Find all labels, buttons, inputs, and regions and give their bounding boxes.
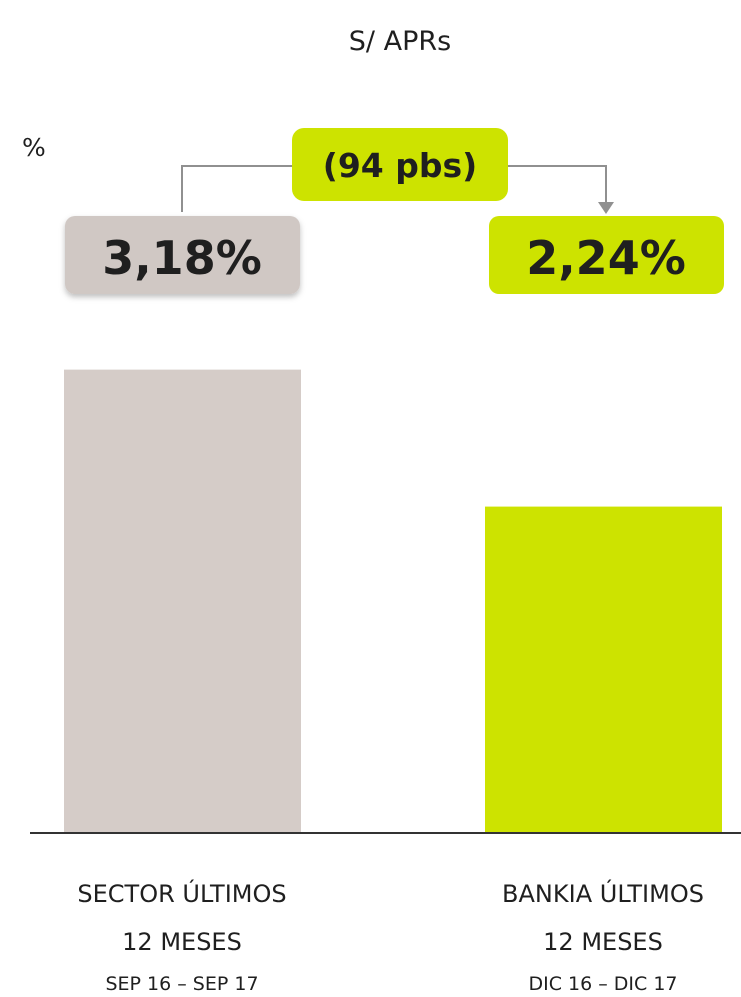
value-label-bankia: 2,24% (526, 231, 686, 285)
difference-badge (292, 128, 508, 201)
category-label-sector-line1: SECTOR ÚLTIMOS (77, 878, 286, 908)
chart-title: S/ APRs (349, 26, 451, 57)
value-label-sector: 3,18% (102, 231, 262, 285)
category-period-sector: SEP 16 – SEP 17 (105, 973, 258, 995)
difference-connector (181, 165, 292, 212)
bar-sector (64, 369, 301, 833)
category-label-bankia-line1: BANKIA ÚLTIMOS (502, 878, 704, 908)
category-label-bankia-line2: 12 MESES (543, 928, 663, 956)
category-period-bankia: DIC 16 – DIC 17 (528, 973, 677, 995)
category-label-sector-line2: 12 MESES (122, 928, 242, 956)
difference-label: (94 pbs) (323, 146, 477, 185)
y-unit-label: % (22, 133, 46, 162)
value-badge-bankia (489, 216, 724, 294)
difference-arrow-icon (598, 202, 614, 214)
value-badge-sector (65, 216, 300, 294)
bar-bankia (485, 506, 722, 833)
difference-connector-right (508, 165, 607, 202)
